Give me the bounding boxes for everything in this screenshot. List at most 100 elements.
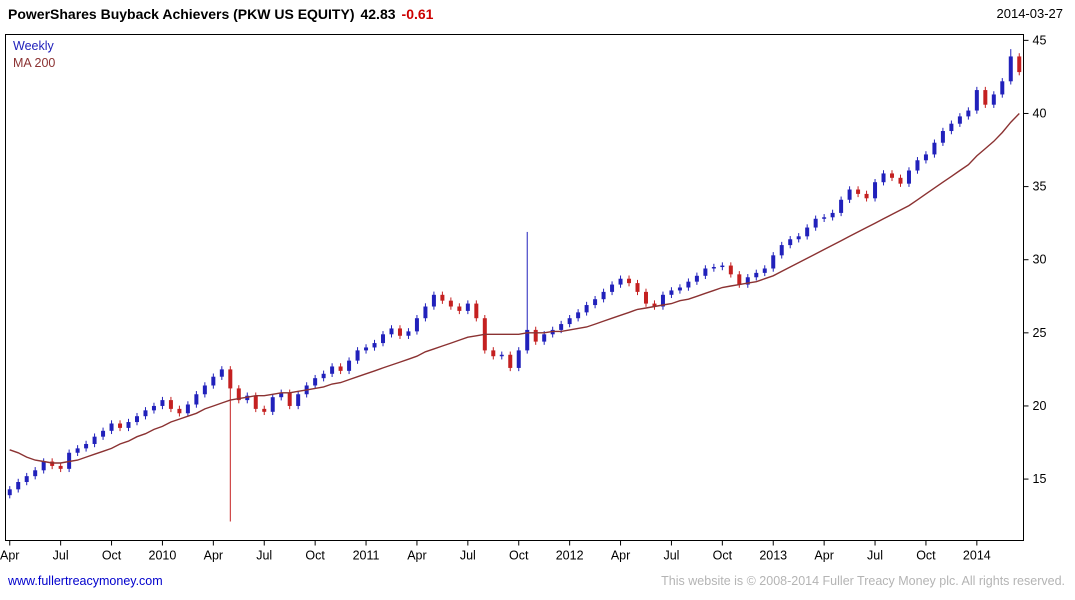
candle-body — [355, 350, 360, 361]
x-axis-label: Jul — [256, 549, 272, 563]
instrument-title: PowerShares Buyback Achievers (PKW US EQ… — [8, 6, 355, 22]
candle-body — [762, 268, 767, 273]
candle-body — [839, 199, 844, 213]
price-chart: 15 20 25 30 35 40 45 Apr Jul Oct 2010 Apr Jul Oct 2011… — [0, 30, 1075, 570]
x-axis-label: 2014 — [963, 549, 991, 563]
x-axis-label: Oct — [509, 549, 529, 563]
x-axis-label: 2013 — [759, 549, 787, 563]
candle-body — [194, 394, 199, 405]
x-axis-label: Jul — [53, 549, 69, 563]
candle-body — [109, 423, 114, 431]
candle-body — [576, 312, 581, 319]
candle-body — [643, 291, 648, 304]
candle-body — [211, 376, 216, 386]
candle-body — [788, 239, 793, 246]
candle-body — [338, 366, 343, 371]
candle-body — [957, 116, 962, 124]
candle-body — [160, 400, 165, 406]
candle-body — [202, 385, 207, 395]
candle-body — [567, 318, 572, 325]
candle-body — [771, 255, 776, 269]
candle-body — [906, 170, 911, 184]
x-axis-label: 2010 — [149, 549, 177, 563]
chart-header: PowerShares Buyback Achievers (PKW US EQ… — [0, 0, 1075, 30]
y-axis-label: 45 — [1033, 33, 1047, 47]
copyright-text: This website is © 2008-2014 Fuller Treac… — [661, 574, 1065, 588]
candle-body — [779, 245, 784, 256]
candle-body — [185, 404, 190, 414]
candle-body — [525, 329, 530, 351]
y-axis-label: 35 — [1033, 180, 1047, 194]
candle-body — [864, 193, 869, 199]
candle-body — [660, 294, 665, 307]
candle-body — [559, 324, 564, 330]
candle-body — [423, 306, 428, 319]
candle-body — [627, 278, 632, 284]
candle-body — [516, 350, 521, 368]
candle-body — [856, 189, 861, 194]
x-axis-label: 2012 — [556, 549, 584, 563]
candle-body — [1008, 56, 1013, 82]
candle-body — [686, 281, 691, 288]
candle-body — [745, 277, 750, 285]
candle-body — [991, 94, 996, 105]
candle-body — [75, 448, 80, 453]
candle-body — [915, 160, 920, 171]
chart-legend: Weekly MA 200 — [13, 38, 55, 72]
price-change: -0.61 — [401, 6, 434, 22]
candle-body — [347, 360, 352, 371]
x-axis-label: Apr — [0, 549, 19, 563]
candle-body — [168, 400, 173, 409]
candle-body — [499, 354, 504, 357]
candle-body — [101, 430, 106, 437]
y-axis-label: 20 — [1033, 399, 1047, 413]
candle-body — [397, 328, 402, 336]
candle-body — [134, 416, 139, 423]
candle-body — [584, 305, 589, 313]
candle-body — [847, 189, 852, 200]
candle-body — [7, 489, 12, 496]
candle-body — [253, 395, 258, 409]
last-price: 42.83 — [360, 6, 396, 22]
candle-body — [389, 328, 394, 335]
fullertreacymoney-link[interactable]: www.fullertreacymoney.com — [8, 574, 163, 588]
x-axis-label: Jul — [867, 549, 883, 563]
candle-body — [1000, 81, 1005, 95]
candle-body — [940, 131, 945, 143]
candle-body — [805, 227, 810, 237]
candle-body — [372, 343, 377, 348]
candle-body — [720, 265, 725, 268]
candle-body — [296, 394, 301, 406]
candle-body — [542, 334, 547, 342]
candle-body — [440, 294, 445, 301]
candle-body — [364, 347, 369, 351]
candle-body — [287, 392, 292, 406]
candle-body — [618, 278, 623, 285]
x-axis-label: Oct — [102, 549, 122, 563]
candle-body — [737, 274, 742, 285]
x-axis-label: Oct — [916, 549, 936, 563]
x-axis-label: 2011 — [353, 549, 380, 563]
candle-body — [923, 154, 928, 161]
y-axis-label: 30 — [1033, 253, 1047, 267]
candle-body — [813, 218, 818, 228]
legend-ma200-label: MA 200 — [13, 56, 56, 70]
candle-body — [381, 334, 386, 344]
candle-body — [431, 294, 436, 307]
candle-body — [262, 408, 267, 412]
candle-body — [321, 373, 326, 379]
candle-body — [50, 461, 55, 466]
candle-body — [41, 461, 46, 471]
candle-body — [830, 212, 835, 218]
candle-body — [728, 265, 733, 275]
candle-body — [151, 405, 156, 411]
plot-border — [5, 34, 1024, 541]
candle-body — [652, 303, 657, 307]
candle-body — [330, 366, 335, 374]
candle-body — [898, 177, 903, 184]
candle-body — [949, 123, 954, 132]
candle-body — [873, 182, 878, 199]
candle-body — [754, 272, 759, 278]
x-axis-label: Oct — [305, 549, 325, 563]
candle-body — [406, 331, 411, 336]
